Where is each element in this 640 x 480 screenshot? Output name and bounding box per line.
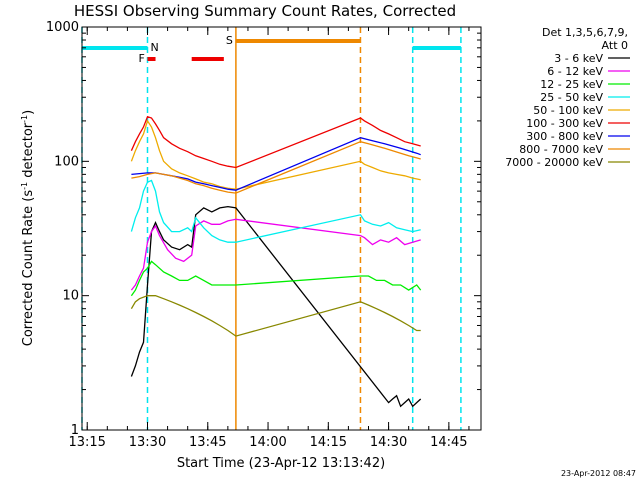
series-lines [130, 115, 422, 408]
y-axis-label-mid: detector [21, 122, 36, 182]
series-line [130, 260, 422, 297]
legend-header-1: Det 1,3,5,6,7,9, [542, 26, 628, 39]
y-axis-label-main: Corrected Count Rate (s [21, 190, 36, 347]
y-axis-label: Corrected Count Rate (s-1 detector-1) [20, 110, 36, 346]
legend-label: 300 - 800 keV [526, 130, 603, 143]
y-axis-label-sup1: -1 [20, 182, 29, 190]
series-line [130, 115, 421, 169]
x-tick-label: 13:30 [129, 435, 166, 450]
legend-header-2: Att 0 [602, 39, 628, 52]
legend-label: 100 - 300 keV [526, 117, 603, 130]
series-line [130, 295, 421, 337]
night-flag-label: N [150, 41, 158, 54]
series-line [131, 141, 421, 194]
plot-frame [81, 26, 482, 431]
legend-label: 800 - 7000 keV [519, 143, 603, 156]
y-tick-label: 1000 [46, 20, 79, 35]
legend-label: 6 - 12 keV [547, 65, 603, 78]
x-axis-label: Start Time (23-Apr-12 13:13:42) [177, 456, 385, 471]
chart-title: HESSI Observing Summary Count Rates, Cor… [74, 2, 456, 20]
x-tick-label: 13:15 [68, 435, 105, 450]
legend-label: 50 - 100 keV [533, 104, 603, 117]
legend-label: 12 - 25 keV [540, 78, 603, 91]
flag-bars: NF S [82, 34, 461, 65]
legend-label: 25 - 50 keV [540, 91, 603, 104]
x-tick-label: 14:45 [430, 435, 467, 450]
footer-date: 23-Apr-2012 08:47 [561, 469, 636, 478]
x-ticks: 13:15 13:30 13:45 14:00 14:15 14:30 14:45 [68, 27, 470, 450]
series-line [130, 205, 422, 408]
y-axis-label-end: ) [21, 110, 36, 115]
y-axis-label-sup2: -1 [20, 115, 29, 123]
y-tick-label: 10 [62, 289, 79, 304]
y-tick-label: 1 [71, 423, 79, 438]
series-line [130, 179, 421, 243]
x-tick-label: 14:15 [310, 435, 347, 450]
series-line [130, 218, 421, 291]
series-line [130, 119, 421, 190]
y-tick-label: 100 [54, 154, 79, 169]
x-tick-label: 13:45 [189, 435, 226, 450]
saa-flag-label: S [226, 34, 233, 47]
y-ticks: 1 10 100 1000 [46, 20, 481, 438]
legend-label: 3 - 6 keV [554, 52, 603, 65]
x-tick-label: 14:30 [370, 435, 407, 450]
flare-flag-label: F [138, 52, 144, 65]
night-flag-lines [81, 27, 462, 430]
legend-label: 7000 - 20000 keV [505, 156, 603, 169]
x-tick-label: 14:00 [249, 435, 286, 450]
